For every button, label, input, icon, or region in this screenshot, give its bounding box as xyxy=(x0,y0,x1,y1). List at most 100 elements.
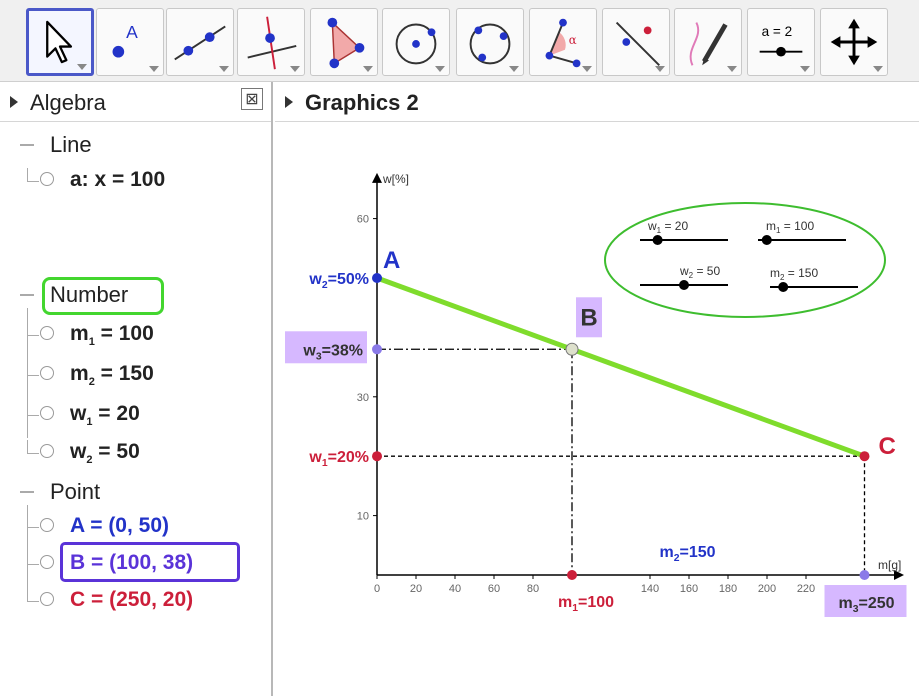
list-item-line-a[interactable]: a: x = 100 xyxy=(0,168,273,194)
group-point-name: Point xyxy=(50,479,101,504)
freehand-tool-button[interactable] xyxy=(674,8,742,76)
perpendicular-line-icon xyxy=(247,16,297,70)
label-m1: m1=100 xyxy=(558,594,614,614)
x-tick-label: 220 xyxy=(797,583,815,595)
y-axis-label: w[%] xyxy=(382,172,409,186)
tree-line xyxy=(27,505,28,590)
cursor-arrow-icon xyxy=(46,20,73,64)
x-tick-label: 180 xyxy=(719,583,737,595)
circle-tool-button[interactable] xyxy=(382,8,450,76)
slider-thumb xyxy=(652,235,663,245)
slider-label: m1 = 100 xyxy=(766,219,814,235)
circle-three-points-tool-button[interactable] xyxy=(456,8,524,76)
list-item-point-b[interactable]: B = (100, 38) xyxy=(0,551,273,577)
slider-thumb xyxy=(761,235,772,245)
label-m3-box xyxy=(824,585,907,617)
pen-icon xyxy=(689,22,728,66)
slider-tool-button[interactable]: a = 2 xyxy=(747,8,815,76)
visibility-toggle[interactable] xyxy=(40,326,54,340)
y-tick-label: 60 xyxy=(357,214,369,226)
tool-menu-triangle xyxy=(655,66,665,72)
angle-tool-button[interactable]: α xyxy=(529,8,597,76)
collapse-dash-icon[interactable] xyxy=(20,144,34,146)
group-number[interactable]: Number xyxy=(0,282,273,308)
graphics-collapse-arrow-icon[interactable] xyxy=(285,96,293,108)
move-tool-button[interactable] xyxy=(26,8,94,76)
point-b xyxy=(565,342,579,356)
point-a xyxy=(372,273,382,283)
item-label: B = (100, 38) xyxy=(70,551,194,574)
marker-m1 xyxy=(567,570,577,580)
perpendicular-line-tool-button[interactable] xyxy=(237,8,305,76)
close-icon[interactable]: ⊠ xyxy=(241,88,263,110)
slider-tool-label: a = 2 xyxy=(762,24,793,39)
collapse-dash-icon[interactable] xyxy=(20,294,34,296)
x-axis-label: m[g] xyxy=(878,558,901,572)
tree-branch xyxy=(27,440,39,454)
list-item-point-a[interactable]: A = (0, 50) xyxy=(0,514,273,540)
group-line[interactable]: Line xyxy=(0,132,273,158)
reflect-tool-button[interactable] xyxy=(602,8,670,76)
algebra-header: Algebra ⊠ xyxy=(0,82,271,122)
slider-thumb xyxy=(778,282,789,292)
algebra-collapse-arrow-icon[interactable] xyxy=(10,96,18,108)
slider-label: w2 = 50 xyxy=(679,264,720,280)
x-tick-label: 140 xyxy=(641,583,659,595)
y-axis-arrow xyxy=(372,172,382,183)
x-tick-label: 160 xyxy=(680,583,698,595)
tool-menu-triangle xyxy=(77,64,87,70)
group-point[interactable]: Point xyxy=(0,479,273,505)
list-item-point-c[interactable]: C = (250, 20) xyxy=(0,588,273,614)
tool-menu-triangle xyxy=(290,66,300,72)
point-c xyxy=(859,451,870,462)
item-label: C = (250, 20) xyxy=(70,588,194,611)
polygon-tool-button[interactable] xyxy=(310,8,378,76)
angle-icon: α xyxy=(545,18,581,68)
visibility-toggle[interactable] xyxy=(40,172,54,186)
point-b-label-box xyxy=(576,297,602,338)
list-item-w1[interactable]: w1 = 20 xyxy=(0,402,273,428)
marker-m3 xyxy=(859,570,870,580)
list-item-w2[interactable]: w2 = 50 xyxy=(0,440,273,466)
visibility-toggle[interactable] xyxy=(40,444,54,458)
point-tool-button[interactable]: A xyxy=(96,8,164,76)
move-arrows-icon xyxy=(830,18,878,66)
group-number-name: Number xyxy=(50,282,129,307)
item-label: w2 = 50 xyxy=(70,440,140,467)
tree-branch xyxy=(27,402,39,416)
tool-menu-triangle xyxy=(873,66,883,72)
item-label: a: x = 100 xyxy=(70,168,166,191)
tool-menu-triangle xyxy=(435,66,445,72)
point-b-label: B xyxy=(580,304,597,331)
label-m3: m3=250 xyxy=(838,595,894,615)
tool-menu-triangle xyxy=(509,66,519,72)
list-item-m2[interactable]: m2 = 150 xyxy=(0,362,273,388)
visibility-toggle[interactable] xyxy=(40,366,54,380)
tool-menu-triangle xyxy=(219,66,229,72)
point-tool-label: A xyxy=(126,22,138,42)
slider-thumb xyxy=(679,280,689,290)
label-w1: w1=20% xyxy=(308,449,369,469)
visibility-toggle[interactable] xyxy=(40,555,54,569)
list-item-m1[interactable]: m1 = 100 xyxy=(0,322,273,348)
collapse-dash-icon[interactable] xyxy=(20,491,34,493)
series-line xyxy=(376,275,866,459)
tree-branch xyxy=(27,322,39,336)
slider-group-ellipse xyxy=(604,202,886,318)
visibility-toggle[interactable] xyxy=(40,518,54,532)
polygon-icon xyxy=(327,17,365,69)
label-w2: w2=50% xyxy=(308,271,369,291)
label-w3-box xyxy=(285,331,367,364)
tree-branch xyxy=(27,514,39,528)
move-graphics-view-tool-button[interactable] xyxy=(820,8,888,76)
line-through-points-icon xyxy=(174,25,226,61)
marker-w3 xyxy=(372,344,382,355)
y-tick-label: 30 xyxy=(357,392,369,404)
visibility-toggle[interactable] xyxy=(40,406,54,420)
point-icon: A xyxy=(112,22,138,58)
x-tick-label: 0 xyxy=(374,583,380,595)
line-tool-button[interactable] xyxy=(166,8,234,76)
visibility-toggle[interactable] xyxy=(40,592,54,606)
tool-menu-triangle xyxy=(582,66,592,72)
